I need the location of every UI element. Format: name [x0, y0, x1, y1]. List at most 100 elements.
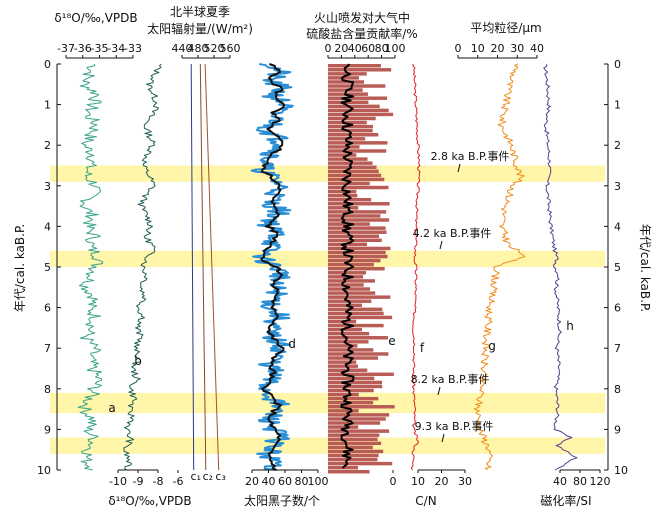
series-e-bar — [328, 242, 367, 247]
panel-c-top-label2: 太阳辐射量/(W/m²) — [147, 21, 253, 36]
panel-a-top-label: δ¹⁸O/‰,VPDB — [54, 11, 137, 25]
series-e-bar — [328, 161, 373, 165]
series-e-bar — [328, 295, 391, 299]
series-e-bar — [328, 116, 376, 121]
series-c1-label: c₁ — [190, 470, 200, 483]
panel-e-top-tick-label-2: 40 — [348, 42, 362, 55]
event-band-1 — [50, 165, 605, 182]
panel-e-top-label: 火山喷发对大气中 — [314, 10, 410, 25]
panel-a-top-tick-label-0: -37 — [57, 42, 75, 55]
panel-d-bottom-tick-label-2: 60 — [278, 475, 292, 488]
series-e-bar — [328, 230, 387, 234]
series-e-bar — [328, 364, 358, 368]
age-tick-label-left-5: 5 — [44, 261, 51, 274]
panel-g-top-tick-label-2: 20 — [491, 42, 505, 55]
series-e-bar — [328, 352, 389, 356]
series-e-bar — [328, 218, 390, 222]
series-e-mean-line — [340, 63, 355, 469]
event-label-1: 2.8 ka B.P.事件 — [431, 150, 510, 163]
series-e-bar — [328, 141, 388, 145]
panel-b-bottom-tick-label-1: -9 — [133, 475, 144, 488]
panel-h-letter: h — [566, 319, 574, 333]
series-e-bar — [328, 238, 382, 243]
panel-e-top-tick-label-1: 20 — [334, 42, 348, 55]
age-tick-label-left-10: 10 — [37, 464, 51, 477]
panel-e-top-tick-label-3: 60 — [361, 42, 375, 55]
series-e-bar — [328, 80, 364, 84]
panel-a-top-tick-label-2: -35 — [91, 42, 109, 55]
series-e-bar — [328, 210, 387, 214]
series-c3-label: c₃ — [215, 470, 225, 483]
event-pointer-1 — [457, 163, 461, 173]
panel-b-bottom-tick-label-0: -10 — [109, 475, 127, 488]
series-a-line — [77, 63, 104, 471]
series-e-bar — [328, 348, 374, 352]
age-tick-label-right-8: 8 — [614, 383, 621, 396]
series-e-bar — [328, 250, 386, 255]
series-e-bar — [328, 453, 379, 458]
event-pointer-3 — [437, 386, 441, 396]
panel-f-letter: f — [420, 341, 425, 355]
series-e-bar — [328, 189, 357, 194]
panel-d-bottom-tick-label-1: 40 — [262, 475, 276, 488]
series-e-bar — [328, 380, 383, 385]
series-e-bar — [328, 206, 359, 210]
series-e-bar — [328, 315, 393, 320]
panel-g-top-tick-label-0: 0 — [455, 42, 462, 55]
series-e-bar — [328, 283, 364, 287]
series-e-bar — [328, 409, 359, 413]
panel-g-top-tick-label-4: 40 — [530, 42, 544, 55]
series-e-bar — [328, 417, 386, 421]
age-tick-label-right-6: 6 — [614, 302, 621, 315]
series-e-bar — [328, 254, 388, 259]
series-e-bar — [328, 388, 374, 393]
series-e-bar — [328, 112, 394, 117]
age-tick-label-right-1: 1 — [614, 99, 621, 112]
panel-d-bottom-tick-label-0: 20 — [245, 475, 259, 488]
age-tick-label-left-7: 7 — [44, 342, 51, 355]
panel-d-bottom-label: 太阳黑子数/个 — [244, 493, 320, 508]
series-e-bar — [328, 396, 379, 401]
series-c1-line — [190, 63, 195, 471]
series-e-bar — [328, 214, 381, 218]
series-e-bar — [328, 169, 379, 174]
panel-f-bottom-label: C/N — [415, 494, 436, 508]
event-pointer-4 — [441, 433, 445, 443]
event-pointer-2 — [439, 240, 443, 250]
series-e-bar — [328, 173, 382, 178]
series-e-bar — [328, 384, 383, 389]
series-e-bar — [328, 197, 372, 202]
series-c3-line — [204, 63, 220, 471]
y-axis-label-left: 年代/cal. kaB.P. — [13, 224, 27, 312]
age-tick-label-right-7: 7 — [614, 342, 621, 355]
series-e-bar — [328, 331, 370, 336]
series-e-bar — [328, 291, 376, 295]
age-tick-label-right-5: 5 — [614, 261, 621, 274]
series-e-bar — [328, 258, 381, 263]
series-e-bar — [328, 133, 379, 137]
age-tick-label-left-0: 0 — [44, 58, 51, 71]
series-e-bar — [328, 311, 384, 316]
series-e-bar — [328, 405, 395, 409]
series-e-bar — [328, 149, 387, 153]
series-h-line — [543, 63, 578, 471]
series-d-smooth-line — [260, 63, 286, 471]
panel-a-top-tick-label-1: -36 — [74, 42, 92, 55]
panel-g-top-tick-label-1: 10 — [471, 42, 485, 55]
panel-g-top-label: 平均粒径/μm — [470, 20, 541, 35]
series-e-bar — [328, 84, 386, 88]
age-tick-label-left-6: 6 — [44, 302, 51, 315]
series-e-bar — [328, 128, 373, 133]
series-e-bar — [328, 234, 380, 238]
panel-b-bottom-tick-label-2: -8 — [153, 475, 164, 488]
series-e-bar — [328, 193, 358, 198]
series-e-bar — [328, 145, 360, 149]
panel-h-bottom-tick-label-1: 80 — [573, 475, 587, 488]
panel-g-top-tick-label-3: 30 — [510, 42, 524, 55]
age-tick-label-right-2: 2 — [614, 139, 621, 152]
age-tick-label-left-3: 3 — [44, 180, 51, 193]
series-e-bar — [328, 441, 382, 446]
series-e-bar — [328, 267, 385, 271]
axes-layer: 012345678910012345678910-37-36-35-34-33δ… — [37, 5, 628, 508]
panel-e-top-tick-label-0: 0 — [325, 42, 332, 55]
